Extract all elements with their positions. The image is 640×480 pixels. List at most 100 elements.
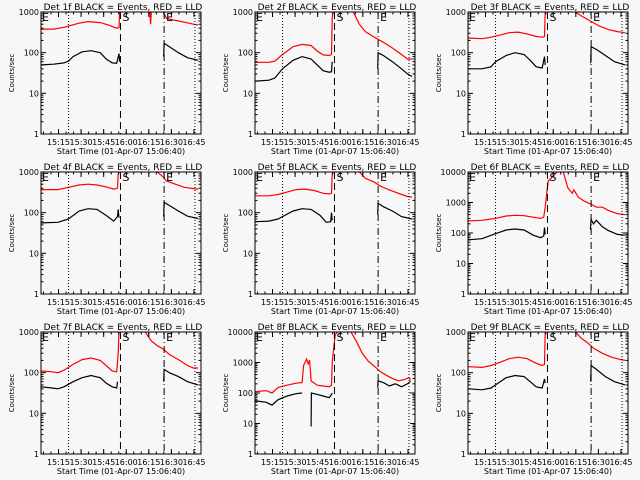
x-tick-label: 16:00 [115,458,138,467]
y-tick-label: 1000 [446,328,466,337]
y-tick-label: 10000 [441,168,466,177]
x-tick-label: 15:30 [284,458,307,467]
y-tick-label: 1 [461,450,466,459]
x-tick-label: 16:00 [542,458,565,467]
marker-e: E [593,11,600,24]
x-tick-label: 16:15 [351,298,374,307]
x-axis-label: Start Time (01-Apr-07 15:06:40) [484,307,612,316]
x-tick-label: 16:30 [160,298,183,307]
x-tick-label: 15:30 [284,298,307,307]
marker-s: S [549,11,556,24]
x-axis-label: Start Time (01-Apr-07 15:06:40) [271,147,399,156]
x-axis-label: Start Time (01-Apr-07 15:06:40) [57,467,185,476]
series-events-line [41,42,199,66]
plot-frame [467,331,629,455]
x-axis-label: Start Time (01-Apr-07 15:06:40) [271,467,399,476]
y-tick-label: 100 [451,229,466,238]
panel-title: Det 9f BLACK = Events, RED = LLD [471,323,630,333]
plot-frame [467,11,629,135]
y-tick-label: 10 [243,420,253,429]
x-tick-label: 15:45 [92,298,115,307]
y-tick-label: 10 [243,249,253,258]
x-tick-label: 15:45 [519,138,542,147]
marker-e: E [42,11,49,24]
y-tick-label: 1 [248,290,253,299]
plot-frame [40,11,202,135]
x-tick-label: 15:45 [92,138,115,147]
x-tick-label: 16:45 [609,298,632,307]
x-tick-label: 16:00 [329,138,352,147]
plot-frame [254,171,416,295]
x-tick-label: 16:15 [564,298,587,307]
x-axis-label: Start Time (01-Apr-07 15:06:40) [271,307,399,316]
x-tick-label: 15:15 [47,138,70,147]
marker-e: E [469,331,476,344]
marker-s: S [336,11,343,24]
marker-e: E [166,11,173,24]
y-tick-label: 100 [24,49,39,58]
marker-e: E [593,331,600,344]
series-events-line [255,51,413,82]
plot-frame [254,11,416,135]
y-axis-label: Counts/sec [222,54,230,93]
marker-e: E [469,171,476,184]
x-tick-label: 16:45 [182,458,205,467]
x-tick-label: 16:30 [587,138,610,147]
x-tick-label: 16:30 [160,138,183,147]
marker-s: S [122,11,129,24]
x-tick-label: 16:15 [137,458,160,467]
series-lld-line [468,12,626,40]
x-tick-label: 15:45 [306,298,329,307]
marker-e: E [166,331,173,344]
series-events-line [468,45,626,70]
x-tick-label: 15:30 [497,298,520,307]
y-tick-label: 1000 [19,8,39,17]
panel-title: Det 3f BLACK = Events, RED = LLD [471,3,630,13]
x-tick-label: 15:15 [261,458,284,467]
y-tick-label: 10 [29,89,39,98]
x-tick-label: 16:45 [182,138,205,147]
x-tick-label: 16:00 [542,298,565,307]
x-tick-label: 15:15 [261,138,284,147]
x-tick-label: 16:30 [374,298,397,307]
series-lld-line [468,172,626,222]
x-tick-label: 16:45 [396,138,419,147]
x-tick-label: 16:15 [351,138,374,147]
x-tick-label: 16:45 [182,298,205,307]
marker-e: E [380,11,387,24]
marker-e: E [256,331,263,344]
marker-e: E [42,331,49,344]
y-tick-label: 1000 [19,168,39,177]
x-tick-label: 15:15 [474,458,497,467]
panel-title: Det 7f BLACK = Events, RED = LLD [44,323,203,333]
plot-frame [40,331,202,455]
y-axis-label: Counts/sec [222,374,230,413]
y-tick-label: 100 [238,209,253,218]
x-tick-label: 16:00 [115,298,138,307]
y-tick-label: 1 [34,130,39,139]
y-tick-label: 1000 [233,168,253,177]
y-axis-label: Counts/sec [8,214,16,253]
y-axis-label: Counts/sec [435,214,443,253]
x-tick-label: 15:45 [306,458,329,467]
x-tick-label: 16:30 [160,458,183,467]
x-tick-label: 15:15 [47,298,70,307]
panel-title: Det 5f BLACK = Events, RED = LLD [258,163,417,173]
y-tick-label: 1 [461,290,466,299]
x-tick-label: 15:30 [70,298,93,307]
series-lld-line [255,332,412,394]
y-tick-label: 1000 [446,199,466,208]
x-tick-label: 15:15 [474,298,497,307]
x-tick-label: 15:15 [47,458,70,467]
y-axis-label: Counts/sec [435,54,443,93]
series-lld-line [255,12,412,63]
series-lld-line [468,332,626,369]
y-tick-label: 1 [248,450,253,459]
marker-s: S [549,171,556,184]
panel-title: Det 2f BLACK = Events, RED = LLD [258,3,417,13]
